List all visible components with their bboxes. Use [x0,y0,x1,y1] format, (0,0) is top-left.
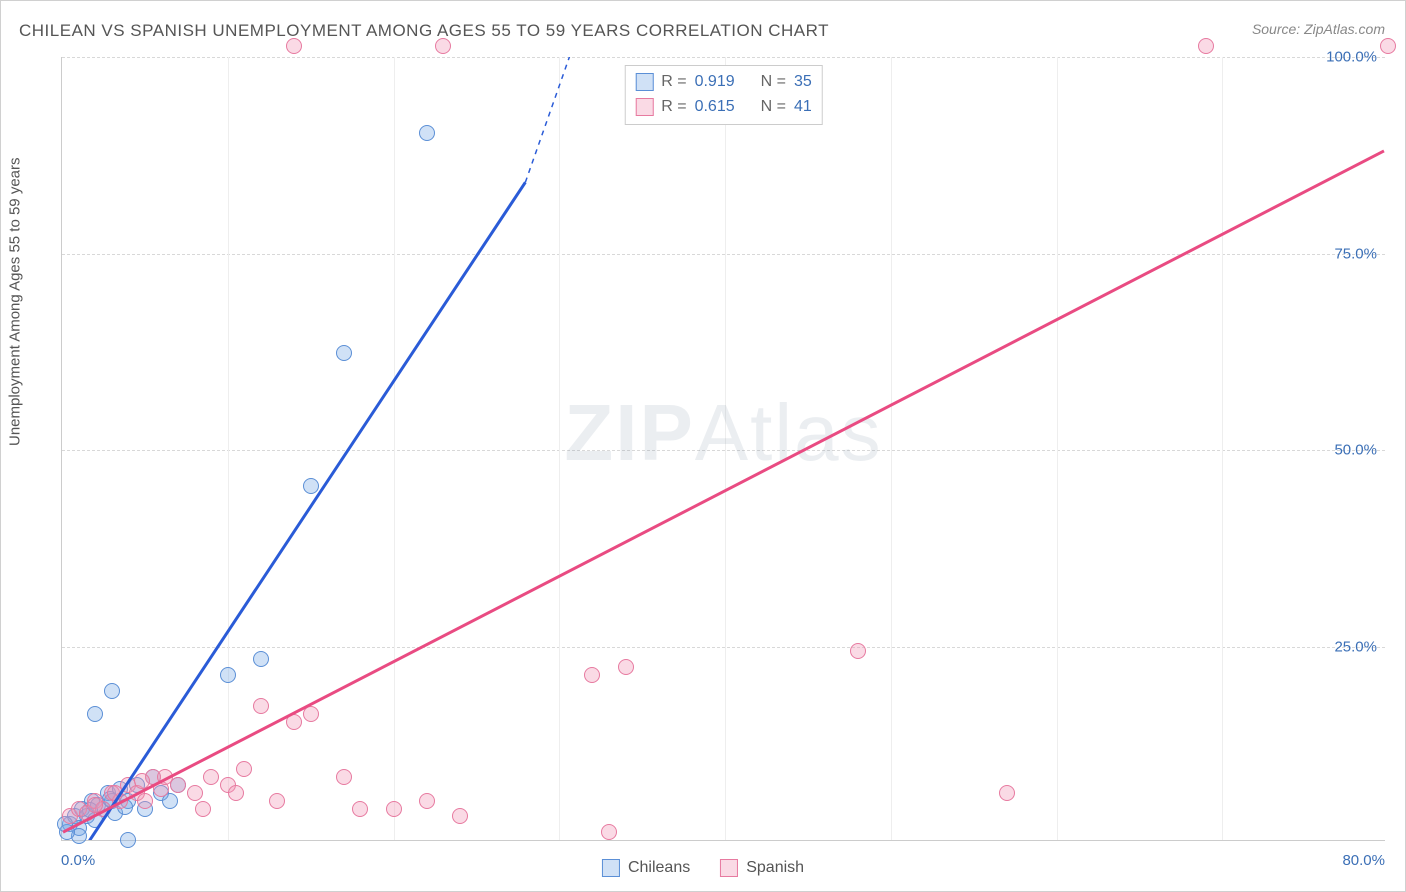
scatter-point-spanish [157,769,173,785]
scatter-point-spanish [999,785,1015,801]
scatter-point-spanish [187,785,203,801]
regression-line-chileans [80,182,526,840]
gridline-v [394,57,395,840]
scatter-point-chileans [419,125,435,141]
scatter-point-chileans [303,478,319,494]
scatter-point-spanish [352,801,368,817]
scatter-point-chileans [253,651,269,667]
legend-swatch-spanish [720,859,738,877]
gridline-v [559,57,560,840]
legend-n-label: N = [761,95,786,120]
y-tick-label: 100.0% [1326,49,1377,66]
scatter-point-spanish [195,801,211,817]
legend-swatch-chileans [635,73,653,91]
scatter-point-spanish [584,667,600,683]
legend-swatch-spanish [635,98,653,116]
scatter-point-spanish [452,808,468,824]
watermark-zip: ZIP [564,388,694,477]
scatter-point-spanish [618,659,634,675]
series-legend-item-spanish: Spanish [720,859,804,877]
y-tick-label: 75.0% [1334,245,1377,262]
correlation-legend-row-spanish: R = 0.615 N = 41 [635,95,812,120]
chart-title: CHILEAN VS SPANISH UNEMPLOYMENT AMONG AG… [19,21,829,41]
legend-n-value-chileans: 35 [794,70,812,95]
scatter-point-chileans [336,345,352,361]
series-legend-item-chileans: Chileans [602,859,690,877]
regression-line-dash-chileans [525,57,575,182]
scatter-point-spanish [1380,38,1396,54]
legend-r-value-chileans: 0.919 [695,70,735,95]
scatter-point-chileans [87,706,103,722]
legend-r-value-spanish: 0.615 [695,95,735,120]
series-legend: Chileans Spanish [602,859,804,877]
scatter-point-spanish [107,785,123,801]
scatter-point-spanish [386,801,402,817]
gridline-v [891,57,892,840]
scatter-point-spanish [435,38,451,54]
plot-area: ZIPAtlas R = 0.919 N = 35 R = 0.615 N = 41 25… [61,57,1385,841]
scatter-point-spanish [236,761,252,777]
correlation-legend-row-chileans: R = 0.919 N = 35 [635,70,812,95]
series-legend-label-spanish: Spanish [746,859,804,877]
legend-n-value-spanish: 41 [794,95,812,120]
correlation-legend: R = 0.919 N = 35 R = 0.615 N = 41 [624,65,823,125]
gridline-h [62,57,1385,58]
regression-lines-layer [62,57,1385,840]
scatter-point-spanish [286,714,302,730]
gridline-v [1057,57,1058,840]
scatter-point-spanish [134,773,150,789]
gridline-v [725,57,726,840]
series-legend-label-chileans: Chileans [628,859,690,877]
x-axis-max-label: 80.0% [1342,852,1385,869]
scatter-point-spanish [87,797,103,813]
y-tick-label: 25.0% [1334,638,1377,655]
gridline-v [1222,57,1223,840]
scatter-point-spanish [228,785,244,801]
scatter-point-spanish [269,793,285,809]
scatter-point-spanish [286,38,302,54]
scatter-point-spanish [137,793,153,809]
legend-n-label: N = [761,70,786,95]
gridline-h [62,647,1385,648]
scatter-point-chileans [104,683,120,699]
scatter-point-chileans [220,667,236,683]
scatter-point-spanish [419,793,435,809]
legend-r-label: R = [661,70,686,95]
y-tick-label: 50.0% [1334,442,1377,459]
scatter-point-spanish [336,769,352,785]
scatter-point-spanish [303,706,319,722]
watermark: ZIPAtlas [564,387,882,479]
gridline-h [62,450,1385,451]
scatter-point-spanish [601,824,617,840]
x-axis-min-label: 0.0% [61,852,95,869]
scatter-point-chileans [120,832,136,848]
gridline-v [228,57,229,840]
legend-swatch-chileans [602,859,620,877]
scatter-point-spanish [203,769,219,785]
scatter-point-spanish [850,643,866,659]
gridline-h [62,254,1385,255]
legend-r-label: R = [661,95,686,120]
scatter-point-spanish [1198,38,1214,54]
scatter-point-spanish [253,698,269,714]
y-axis-label: Unemployment Among Ages 55 to 59 years [7,157,24,446]
watermark-atlas: Atlas [695,388,883,477]
source-attribution: Source: ZipAtlas.com [1252,21,1385,37]
chart-container: CHILEAN VS SPANISH UNEMPLOYMENT AMONG AG… [0,0,1406,892]
